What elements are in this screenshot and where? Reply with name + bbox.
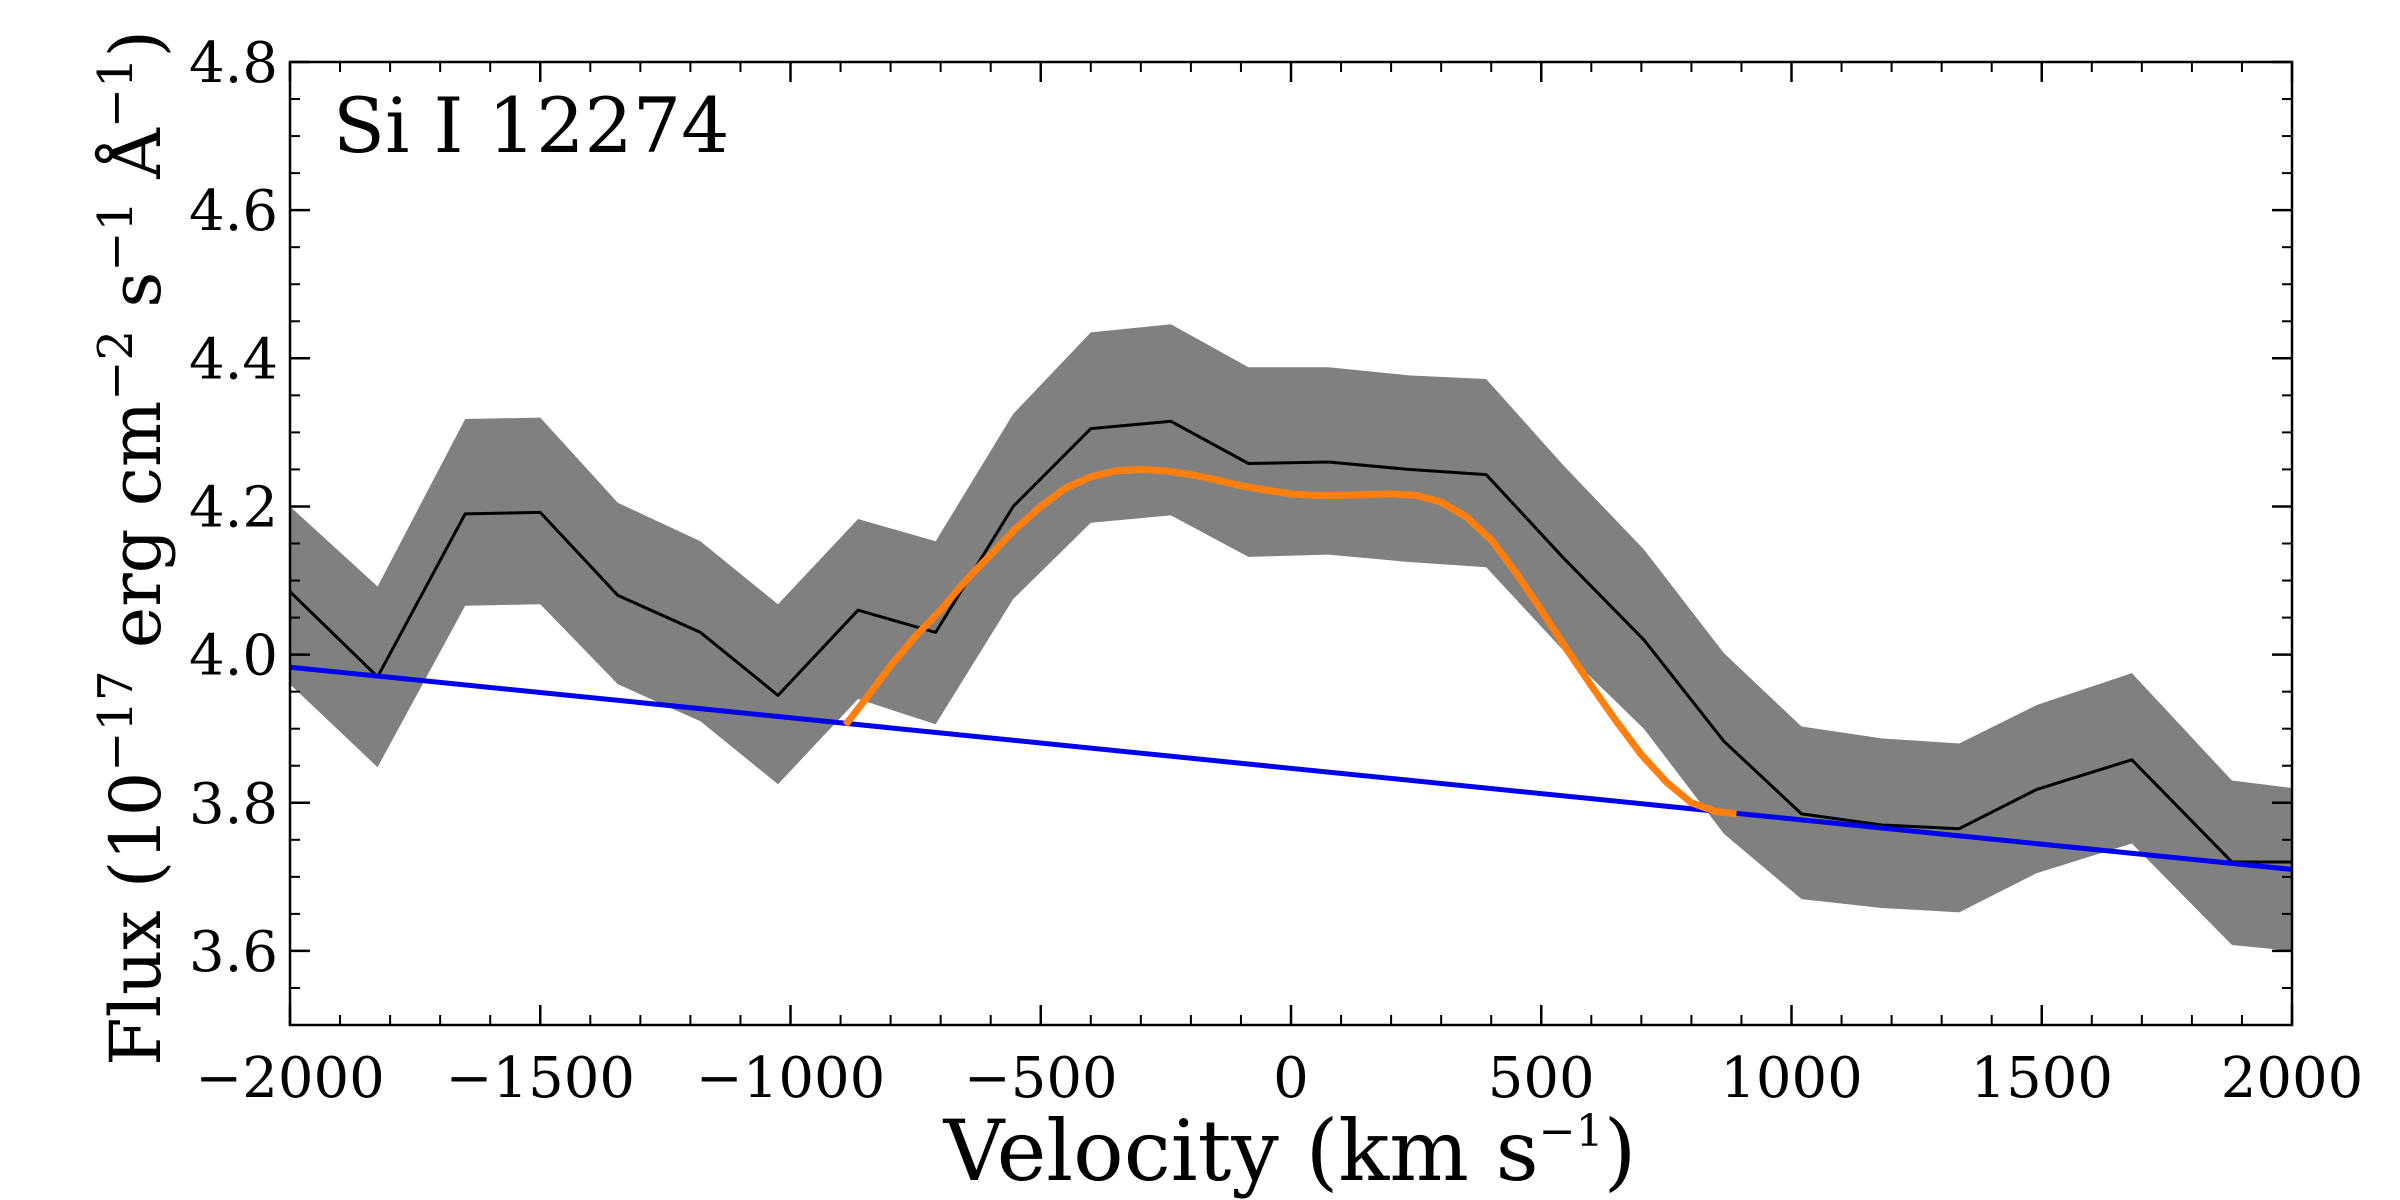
y-tick-label: 4.6 xyxy=(189,179,278,244)
uncertainty-band xyxy=(290,324,2292,951)
x-tick-label: −2000 xyxy=(195,1046,384,1111)
tick-labels-layer: −2000 −1500 −1000 −500 0 500 1000 1500 2000 3.6 3.… xyxy=(189,31,2363,1111)
y-axis-title: Flux (10−17 erg cm−2 s−1 Å−1) xyxy=(88,30,177,1066)
x-tick-label: −1500 xyxy=(446,1046,635,1111)
x-tick-label: 0 xyxy=(1273,1046,1309,1111)
line-profile-fit-curve xyxy=(842,465,1737,818)
x-tick-label: 1500 xyxy=(1970,1046,2113,1111)
observed-flux-line xyxy=(290,419,2292,864)
uncertainty-band-layer xyxy=(290,324,2292,951)
y-tick-label: 3.8 xyxy=(189,772,278,837)
y-tick-label: 3.6 xyxy=(189,920,278,985)
x-tick-label: 500 xyxy=(1488,1046,1595,1111)
y-tick-label: 4.8 xyxy=(189,31,278,96)
x-tick-label: 2000 xyxy=(2221,1046,2364,1111)
line-id-annotation: Si I 12274 xyxy=(333,81,729,170)
x-tick-label: −1000 xyxy=(696,1046,885,1111)
y-tick-label: 4.4 xyxy=(189,327,278,392)
x-axis-title: Velocity (km s−1) xyxy=(943,1102,1637,1200)
y-tick-label: 4.0 xyxy=(189,624,278,689)
continuum-fit-line xyxy=(290,664,2292,872)
x-tick-label: 1000 xyxy=(1720,1046,1863,1111)
y-tick-label: 4.2 xyxy=(189,475,278,540)
x-tick-label: −500 xyxy=(964,1046,1118,1111)
tick-marks-layer xyxy=(288,60,2294,1026)
series-lines-layer xyxy=(290,419,2292,872)
